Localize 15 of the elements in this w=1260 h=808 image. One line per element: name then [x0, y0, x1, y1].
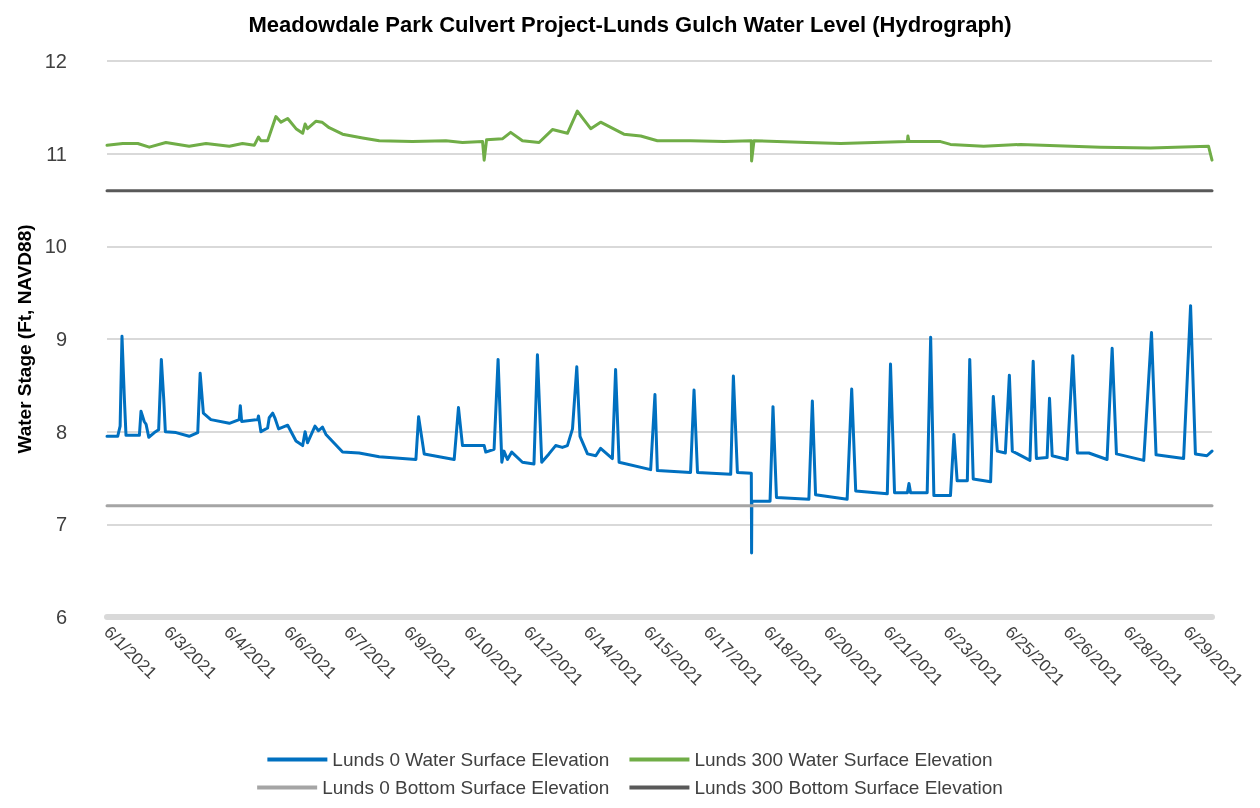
y-tick-label: 7: [55, 513, 67, 536]
y-tick-label: 9: [55, 328, 67, 350]
y-axis-title: Water Stage (Ft, NAVD88): [13, 224, 35, 454]
legend-label: Lunds 0 Bottom Surface Elevation: [322, 777, 610, 798]
line-series: [105, 304, 1214, 555]
y-tick-label: 10: [44, 235, 67, 258]
y-tick-label: 8: [55, 420, 67, 443]
y-tick-label: 6: [55, 606, 67, 628]
legend-label: Lunds 300 Water Surface Elevation: [694, 749, 993, 770]
legend-label: Lunds 0 Water Surface Elevation: [332, 749, 610, 770]
y-tick-label: 12: [44, 50, 67, 72]
y-tick-label: 11: [46, 142, 67, 165]
line-series: [105, 109, 1214, 163]
legend-label: Lunds 300 Bottom Surface Elevation: [694, 777, 1003, 798]
chart-title: Meadowdale Park Culvert Project-Lunds Gulch Water Level (Hydrograph): [248, 11, 1012, 37]
